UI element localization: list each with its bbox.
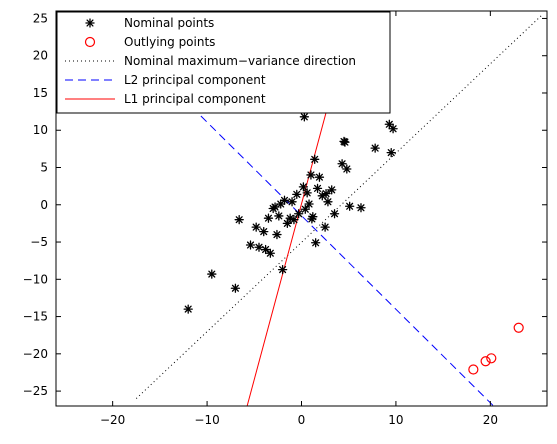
point-s0-30 bbox=[311, 238, 321, 248]
plot-points bbox=[183, 112, 524, 375]
point-s0-17 bbox=[279, 195, 290, 205]
point-s0-25 bbox=[302, 188, 312, 198]
point-s0-5 bbox=[251, 222, 261, 232]
point-s0-27 bbox=[306, 170, 316, 180]
x-tick-label: 0 bbox=[298, 413, 306, 427]
point-s0-6 bbox=[254, 242, 264, 252]
y-tick-label: 25 bbox=[33, 11, 48, 25]
point-s0-51 bbox=[307, 214, 317, 224]
point-s0-13 bbox=[272, 229, 282, 240]
point-s1-0 bbox=[468, 364, 479, 375]
x-tick-label: −20 bbox=[100, 413, 125, 427]
axis-ticks: −20 −10 0 10 20 −25 −20 −15 −10 −5 0 5 10 15 20 25 bbox=[23, 11, 547, 427]
point-s0-42 bbox=[356, 203, 366, 213]
y-tick-label: −10 bbox=[23, 272, 48, 286]
legend: Nominal points Outlying points Nominal max… bbox=[56, 11, 391, 114]
point-s0-38 bbox=[329, 209, 340, 219]
point-s0-40 bbox=[340, 137, 350, 147]
y-tick-label: 5 bbox=[40, 161, 48, 175]
point-s0-21 bbox=[292, 189, 302, 199]
legend-label-4: L1 principal component bbox=[124, 92, 266, 106]
point-s0-24 bbox=[300, 204, 310, 214]
legend-label-1: Outlying points bbox=[124, 35, 215, 49]
point-s0-29 bbox=[310, 154, 320, 164]
point-s0-12 bbox=[270, 202, 280, 212]
point-s0-10 bbox=[265, 248, 275, 258]
point-s0-22 bbox=[294, 209, 304, 219]
legend-marker-1 bbox=[84, 36, 96, 48]
point-s0-3 bbox=[234, 215, 244, 225]
legend-label-2: Nominal maximum−variance direction bbox=[124, 54, 356, 68]
point-s0-50 bbox=[285, 213, 295, 223]
legend-box bbox=[56, 11, 391, 114]
point-s0-14 bbox=[274, 211, 284, 221]
point-s0-34 bbox=[320, 222, 330, 232]
y-tick-label: −15 bbox=[23, 310, 48, 324]
x-tick-label: 20 bbox=[483, 413, 498, 427]
point-s0-47 bbox=[299, 112, 309, 122]
y-tick-label: 15 bbox=[33, 86, 48, 100]
legend-label-3: L2 principal component bbox=[124, 73, 266, 87]
x-tick-label: 10 bbox=[388, 413, 403, 427]
point-s1-2 bbox=[486, 353, 497, 364]
y-tick-label: 20 bbox=[33, 49, 48, 63]
point-s0-41 bbox=[345, 201, 355, 211]
point-s0-9 bbox=[263, 213, 274, 223]
point-s1-1 bbox=[480, 356, 491, 367]
y-tick-label: 10 bbox=[33, 123, 48, 137]
point-s0-19 bbox=[287, 197, 297, 207]
y-tick-label: −25 bbox=[23, 384, 48, 398]
point-s0-43 bbox=[370, 143, 380, 153]
point-s0-46 bbox=[388, 124, 398, 134]
point-s0-1 bbox=[207, 269, 217, 279]
point-s0-32 bbox=[314, 172, 325, 182]
point-s0-26 bbox=[304, 199, 314, 209]
point-s0-49 bbox=[342, 164, 352, 174]
x-tick-label: −10 bbox=[194, 413, 219, 427]
point-s0-8 bbox=[260, 244, 271, 255]
legend-marker-0 bbox=[85, 18, 95, 28]
point-s0-16 bbox=[277, 264, 288, 275]
y-tick-label: 0 bbox=[40, 198, 48, 212]
point-s0-36 bbox=[323, 197, 333, 207]
point-s0-35 bbox=[321, 188, 331, 199]
point-s1-3 bbox=[513, 322, 524, 333]
legend-label-0: Nominal points bbox=[124, 16, 214, 30]
point-s0-2 bbox=[230, 283, 241, 293]
point-s0-7 bbox=[259, 226, 269, 237]
y-tick-label: −20 bbox=[23, 347, 48, 361]
point-s0-31 bbox=[312, 183, 323, 194]
y-tick-label: −5 bbox=[30, 235, 48, 249]
point-s0-4 bbox=[245, 240, 256, 250]
point-s0-15 bbox=[276, 199, 286, 209]
point-s0-23 bbox=[298, 182, 309, 192]
point-s0-0 bbox=[183, 304, 193, 314]
point-s0-37 bbox=[327, 185, 337, 195]
point-s0-45 bbox=[386, 147, 396, 158]
